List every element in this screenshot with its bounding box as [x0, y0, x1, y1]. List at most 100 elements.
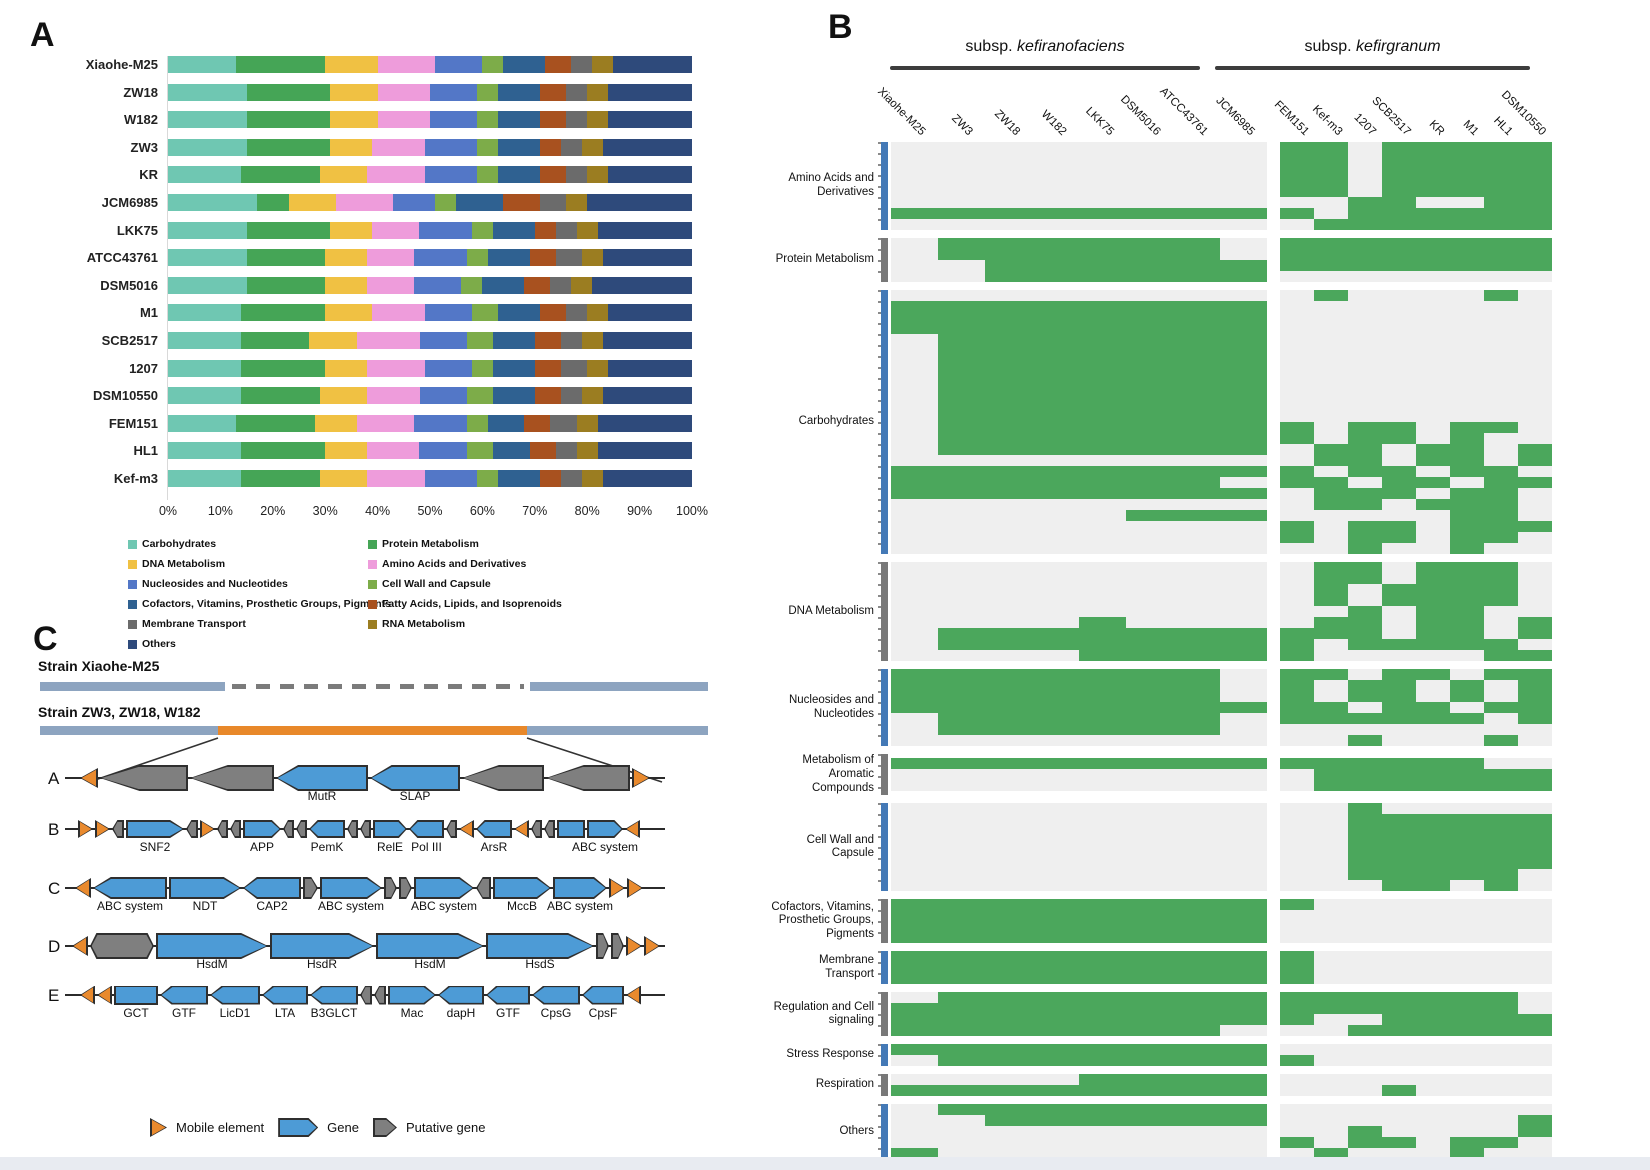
category-rows: [891, 951, 1552, 985]
heatmap-row: [891, 628, 1552, 639]
heat-cell: [1032, 847, 1079, 859]
heat-cell: [1314, 175, 1348, 186]
heat-cell: [1416, 617, 1450, 628]
gene-arrow: [320, 877, 382, 899]
heat-cell: [1126, 691, 1173, 702]
heat-cell: [1032, 803, 1079, 815]
heat-cell: [1314, 301, 1348, 312]
heat-cell: [1220, 780, 1267, 792]
mobile-element-icon: [459, 820, 474, 838]
heat-cell: [1348, 378, 1382, 389]
heat-cell: [1032, 510, 1079, 521]
strain-bar-row: JCM6985: [20, 194, 765, 211]
heat-cell: [1220, 769, 1267, 781]
heat-cell: [1280, 803, 1314, 815]
heatmap-row: [891, 724, 1552, 735]
heatmap-row: [891, 208, 1552, 219]
legend-item: Mobile element: [150, 1118, 264, 1137]
heat-cell: [1280, 378, 1314, 389]
group-gap: [1267, 153, 1280, 164]
gene-label: ABC system: [317, 899, 385, 913]
heat-cell: [1518, 595, 1552, 606]
bar-segment: [587, 83, 609, 101]
group-gap: [1267, 869, 1280, 881]
heat-cell: [1173, 899, 1220, 911]
heat-cell: [985, 422, 1032, 433]
heat-cell: [1450, 301, 1484, 312]
heat-cell: [1518, 249, 1552, 260]
group-gap: [1267, 1115, 1280, 1127]
group-gap: [1267, 803, 1280, 815]
heat-cell: [985, 899, 1032, 911]
heat-cell: [1032, 323, 1079, 334]
heat-cell: [1280, 444, 1314, 455]
heat-cell: [1450, 735, 1484, 746]
heatmap-row: [891, 543, 1552, 554]
shape-fill: [477, 821, 511, 837]
heat-cell: [1450, 422, 1484, 433]
shape-fill: [447, 821, 456, 837]
heat-cell: [1348, 1055, 1382, 1067]
bar-segment: [587, 111, 609, 129]
heat-cell: [1348, 880, 1382, 892]
heat-cell: [985, 932, 1032, 944]
heat-cell: [1280, 532, 1314, 543]
heat-cell: [1382, 1003, 1416, 1015]
mobile-element-icon: [97, 985, 112, 1005]
heat-cell: [1348, 208, 1382, 219]
heat-cell: [1314, 769, 1348, 781]
heat-cell: [891, 466, 938, 477]
heat-cell: [1348, 334, 1382, 345]
heat-cell: [1079, 724, 1126, 735]
heat-cell: [1280, 650, 1314, 661]
bar-segment: [377, 111, 430, 129]
heat-cell: [1079, 378, 1126, 389]
heat-cell: [938, 271, 985, 282]
heat-cell: [1280, 921, 1314, 933]
group2-prefix: subsp.: [1304, 38, 1357, 55]
heat-cell: [938, 186, 985, 197]
heat-cell: [985, 510, 1032, 521]
heat-cell: [891, 803, 938, 815]
heatmap-row: [891, 962, 1552, 974]
shape-fill: [311, 987, 357, 1003]
legend-item: Membrane Transport: [128, 614, 391, 634]
heat-cell: [938, 825, 985, 837]
bar-segment: [492, 387, 535, 405]
heat-cell: [1348, 466, 1382, 477]
bar-segment: [608, 304, 692, 322]
heatmap-row: [891, 186, 1552, 197]
heatmap-category-block: Metabolism of Aromatic Compounds: [770, 754, 1650, 796]
heatmap-row: [891, 992, 1552, 1004]
heat-cell: [1314, 271, 1348, 282]
heatmap-row: [891, 301, 1552, 312]
heat-cell: [985, 702, 1032, 713]
group-gap: [1267, 1044, 1280, 1056]
heat-cell: [891, 1025, 938, 1037]
heat-cell: [938, 532, 985, 543]
category-rows: [891, 1044, 1552, 1067]
heat-cell: [1518, 973, 1552, 985]
heat-cell: [891, 880, 938, 892]
heat-cell: [1220, 455, 1267, 466]
heat-cell: [1484, 153, 1518, 164]
shape-fill: [487, 934, 593, 958]
strain-label: Kef-m3: [113, 471, 158, 486]
heat-cell: [1518, 691, 1552, 702]
group-gap: [1267, 400, 1280, 411]
heat-cell: [1126, 595, 1173, 606]
shape-fill: [477, 878, 490, 898]
strain-bar-row: SCB2517: [20, 332, 765, 349]
heatmap-row: [891, 669, 1552, 680]
heat-cell: [1220, 858, 1267, 870]
heat-cell: [1382, 164, 1416, 175]
heat-cell: [985, 713, 1032, 724]
bar-segment: [372, 304, 425, 322]
heat-cell: [1450, 758, 1484, 770]
heat-cell: [985, 175, 1032, 186]
heat-cell: [891, 400, 938, 411]
heat-cell: [1314, 1137, 1348, 1149]
gene-arrow: [388, 985, 436, 1005]
heat-cell: [891, 219, 938, 230]
heat-cell: [1484, 595, 1518, 606]
